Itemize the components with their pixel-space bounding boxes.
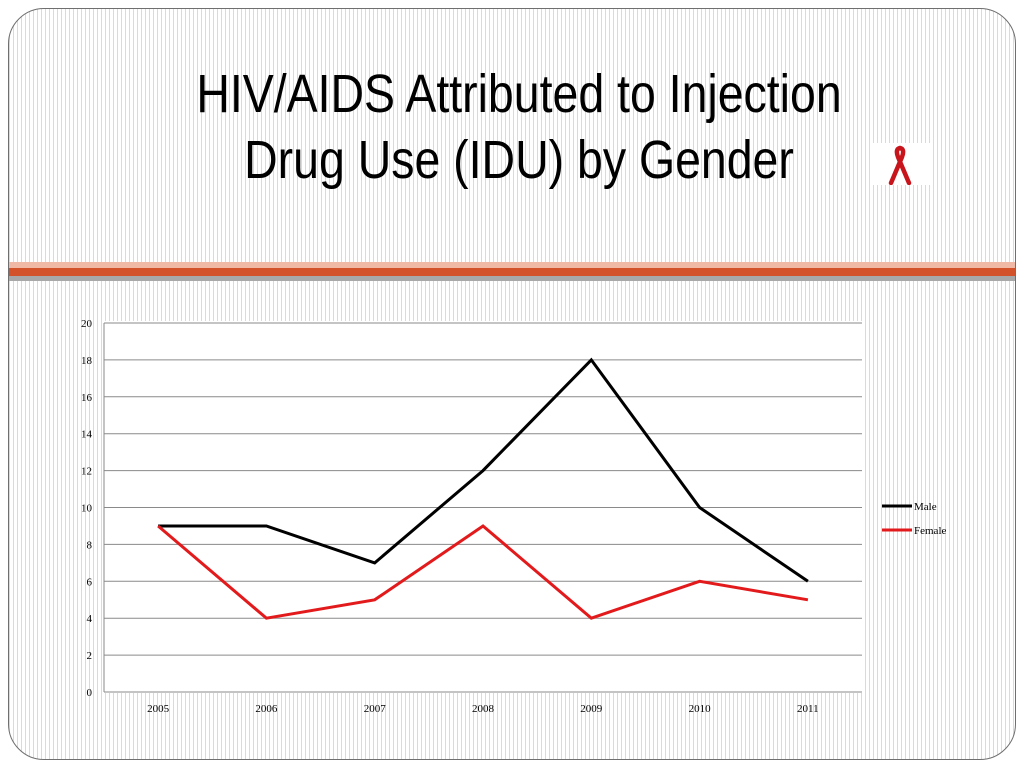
y-tick-label: 6 — [87, 576, 93, 588]
y-tick-label: 18 — [81, 355, 93, 367]
x-tick-label: 2008 — [472, 703, 495, 715]
y-tick-label: 10 — [81, 503, 93, 515]
x-tick-label: 2010 — [689, 703, 712, 715]
x-tick-label: 2005 — [147, 703, 170, 715]
header-band-main — [9, 268, 1015, 276]
slide: HIV/AIDS Attributed to Injection Drug Us… — [8, 8, 1016, 760]
y-tick-label: 4 — [87, 613, 93, 625]
legend-label: Female — [914, 525, 946, 537]
y-tick-label: 20 — [81, 318, 93, 330]
slide-title: HIV/AIDS Attributed to Injection Drug Us… — [132, 61, 906, 193]
y-tick-label: 14 — [81, 429, 93, 441]
y-tick-label: 8 — [87, 539, 93, 551]
title-line-2: Drug Use (IDU) by Gender — [244, 130, 794, 190]
title-line-1: HIV/AIDS Attributed to Injection — [196, 64, 842, 124]
line-chart: 0 2 4 6 8 10 12 14 16 18 20 2005 2006 2007 2008 2009 201… — [81, 318, 946, 715]
y-tick-label: 0 — [87, 687, 93, 699]
x-tick-label: 2007 — [364, 703, 387, 715]
series-line-female — [157, 524, 809, 620]
x-tick-label: 2006 — [255, 703, 278, 715]
y-tick-label: 16 — [81, 392, 93, 404]
x-tick-label: 2009 — [580, 703, 603, 715]
x-tick-label: 2011 — [797, 703, 819, 715]
y-tick-label: 2 — [87, 650, 93, 662]
legend-label: Male — [914, 501, 937, 513]
red-ribbon-icon — [871, 143, 931, 186]
header-band-light — [9, 262, 1015, 268]
y-tick-label: 12 — [81, 466, 92, 478]
header-band-gray — [9, 276, 1015, 281]
series-line-male — [158, 357, 809, 583]
